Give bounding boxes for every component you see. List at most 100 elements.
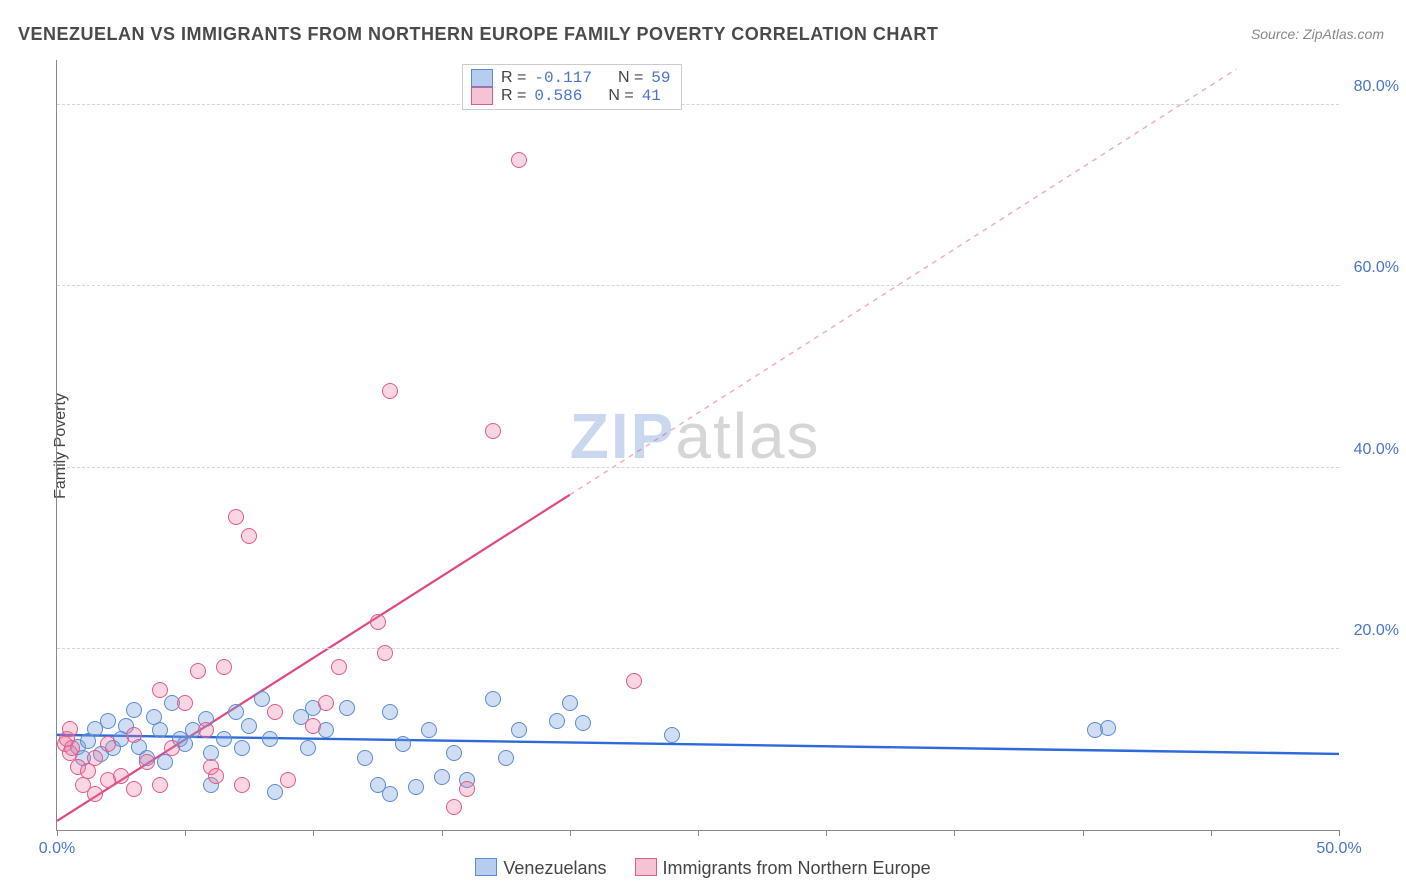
scatter-point-n_europe xyxy=(280,772,296,788)
scatter-point-n_europe xyxy=(152,682,168,698)
scatter-point-n_europe xyxy=(511,152,527,168)
scatter-point-venezuelans xyxy=(216,731,232,747)
gridline-h xyxy=(57,467,1339,468)
scatter-point-n_europe xyxy=(62,721,78,737)
scatter-point-venezuelans xyxy=(434,769,450,785)
series-legend-label: Immigrants from Northern Europe xyxy=(663,858,931,878)
scatter-point-venezuelans xyxy=(254,691,270,707)
scatter-point-n_europe xyxy=(164,740,180,756)
legend-n-label: N = xyxy=(618,69,643,87)
y-tick-label: 60.0% xyxy=(1344,259,1399,277)
scatter-point-venezuelans xyxy=(382,704,398,720)
legend-n-value: 59 xyxy=(651,69,670,87)
scatter-point-venezuelans xyxy=(241,718,257,734)
scatter-point-venezuelans xyxy=(575,715,591,731)
gridline-h xyxy=(57,104,1339,105)
y-tick-label: 80.0% xyxy=(1344,78,1399,96)
scatter-point-n_europe xyxy=(370,614,386,630)
series-legend: Venezuelans Immigrants from Northern Euro… xyxy=(0,858,1406,879)
legend-n-label: N = xyxy=(608,87,633,105)
scatter-point-n_europe xyxy=(459,781,475,797)
scatter-point-venezuelans xyxy=(100,713,116,729)
scatter-point-n_europe xyxy=(228,509,244,525)
scatter-point-n_europe xyxy=(626,673,642,689)
scatter-point-n_europe xyxy=(267,704,283,720)
gridline-h xyxy=(57,285,1339,286)
legend-r-value: 0.586 xyxy=(534,87,582,105)
legend-r-value: -0.117 xyxy=(534,69,592,87)
scatter-point-venezuelans xyxy=(562,695,578,711)
scatter-point-n_europe xyxy=(241,528,257,544)
source-label: Source: xyxy=(1251,26,1303,42)
x-tick-label: 50.0% xyxy=(1316,840,1361,858)
x-tick-label: 0.0% xyxy=(39,840,75,858)
series-legend-item-venezuelans: Venezuelans xyxy=(475,858,606,878)
scatter-point-n_europe xyxy=(234,777,250,793)
trend-line xyxy=(57,735,1339,754)
scatter-point-n_europe xyxy=(446,799,462,815)
chart-title: VENEZUELAN VS IMMIGRANTS FROM NORTHERN E… xyxy=(18,24,938,45)
legend-swatch xyxy=(475,858,497,876)
y-tick-label: 40.0% xyxy=(1344,441,1399,459)
legend-row-venezuelans: R = -0.117N = 59 xyxy=(471,69,671,87)
scatter-point-venezuelans xyxy=(446,745,462,761)
x-tick-mark xyxy=(313,830,314,836)
source-attribution: Source: ZipAtlas.com xyxy=(1251,26,1384,42)
x-tick-mark xyxy=(1211,830,1212,836)
scatter-point-n_europe xyxy=(100,736,116,752)
scatter-point-n_europe xyxy=(305,718,321,734)
scatter-point-n_europe xyxy=(377,645,393,661)
correlation-legend: R = -0.117N = 59R = 0.586N = 41 xyxy=(462,64,682,110)
scatter-point-venezuelans xyxy=(395,736,411,752)
scatter-point-venezuelans xyxy=(382,786,398,802)
scatter-point-n_europe xyxy=(126,781,142,797)
series-legend-label: Venezuelans xyxy=(503,858,606,878)
scatter-point-n_europe xyxy=(318,695,334,711)
scatter-point-n_europe xyxy=(64,740,80,756)
scatter-point-n_europe xyxy=(126,727,142,743)
x-tick-mark xyxy=(1083,830,1084,836)
legend-swatch xyxy=(471,87,493,105)
scatter-point-venezuelans xyxy=(339,700,355,716)
plot-area: ZIPatlas 20.0%40.0%60.0%80.0%0.0%50.0% xyxy=(56,60,1339,831)
scatter-point-venezuelans xyxy=(126,702,142,718)
x-tick-mark xyxy=(954,830,955,836)
scatter-point-venezuelans xyxy=(408,779,424,795)
scatter-point-n_europe xyxy=(177,695,193,711)
scatter-point-venezuelans xyxy=(549,713,565,729)
x-tick-mark xyxy=(442,830,443,836)
scatter-point-n_europe xyxy=(87,750,103,766)
scatter-point-venezuelans xyxy=(228,704,244,720)
trend-line xyxy=(570,69,1237,495)
scatter-point-venezuelans xyxy=(157,754,173,770)
scatter-point-venezuelans xyxy=(664,727,680,743)
x-tick-mark xyxy=(1339,830,1340,836)
scatter-point-n_europe xyxy=(208,768,224,784)
scatter-point-n_europe xyxy=(190,663,206,679)
scatter-point-venezuelans xyxy=(300,740,316,756)
scatter-point-n_europe xyxy=(87,786,103,802)
scatter-point-n_europe xyxy=(139,754,155,770)
scatter-point-n_europe xyxy=(216,659,232,675)
scatter-point-n_europe xyxy=(331,659,347,675)
scatter-point-n_europe xyxy=(152,777,168,793)
scatter-point-venezuelans xyxy=(262,731,278,747)
scatter-point-venezuelans xyxy=(421,722,437,738)
scatter-point-venezuelans xyxy=(357,750,373,766)
legend-swatch xyxy=(635,858,657,876)
series-legend-item-n_europe: Immigrants from Northern Europe xyxy=(635,858,931,878)
legend-r-label: R = xyxy=(501,87,526,105)
legend-n-value: 41 xyxy=(642,87,661,105)
scatter-point-venezuelans xyxy=(152,722,168,738)
gridline-h xyxy=(57,648,1339,649)
x-tick-mark xyxy=(185,830,186,836)
scatter-point-n_europe xyxy=(382,383,398,399)
y-tick-label: 20.0% xyxy=(1344,622,1399,640)
scatter-point-venezuelans xyxy=(234,740,250,756)
x-tick-mark xyxy=(826,830,827,836)
trend-lines-layer xyxy=(57,60,1339,830)
x-tick-mark xyxy=(57,830,58,836)
x-tick-mark xyxy=(570,830,571,836)
source-value: ZipAtlas.com xyxy=(1303,26,1384,42)
x-tick-mark xyxy=(698,830,699,836)
